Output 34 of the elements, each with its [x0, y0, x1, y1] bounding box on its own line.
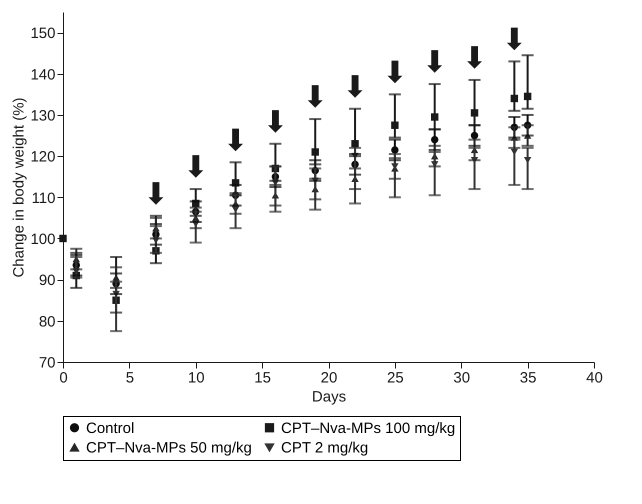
annotation: ⬇ — [143, 176, 168, 212]
y-tick-label: 80 — [38, 313, 56, 330]
y-tick-label: 110 — [32, 190, 56, 207]
legend-label: CPT–Nva-MPs 100 mg/kg — [281, 420, 456, 437]
annotation: ⬇ — [262, 104, 288, 140]
y-axis-title: Change in body weight (%) — [10, 97, 28, 278]
x-tick-label: 30 — [453, 370, 470, 386]
annotation: ⬇ — [462, 40, 488, 76]
annotation: ⬇ — [382, 55, 408, 90]
y-tick-label: 70 — [38, 354, 56, 372]
legend-label: Control — [86, 420, 134, 437]
y-tick-label: 100 — [30, 230, 56, 248]
annotation: ⬇ — [183, 150, 208, 186]
y-tick-label: 120 — [30, 148, 56, 166]
x-tick-label: 15 — [254, 370, 271, 386]
x-tick-label: 5 — [126, 370, 134, 386]
x-tick-label: 0 — [59, 370, 68, 386]
x-tick-label: 10 — [188, 370, 205, 386]
y-tick-label: 140 — [30, 66, 56, 84]
x-tick-label: 20 — [320, 370, 338, 386]
annotation: ⬇ — [342, 70, 368, 105]
annotation: ⬇ — [223, 123, 248, 158]
x-tick-label: 25 — [387, 370, 404, 386]
annotation: ⬇ — [422, 45, 448, 80]
legend-label: CPT 2 mg/kg — [281, 440, 368, 456]
annotation: ⬇ — [302, 80, 328, 116]
annotation: ⬇ — [502, 22, 527, 58]
x-axis-title: Days — [312, 388, 346, 406]
y-tick-label: 150 — [30, 25, 56, 42]
legend-label: CPT–Nva-MPs 50 mg/kg — [86, 440, 252, 456]
x-tick-label: 40 — [586, 370, 603, 386]
x-tick-label: 35 — [520, 370, 536, 386]
y-tick-label: 90 — [38, 272, 56, 290]
y-tick-label: 130 — [30, 107, 56, 124]
